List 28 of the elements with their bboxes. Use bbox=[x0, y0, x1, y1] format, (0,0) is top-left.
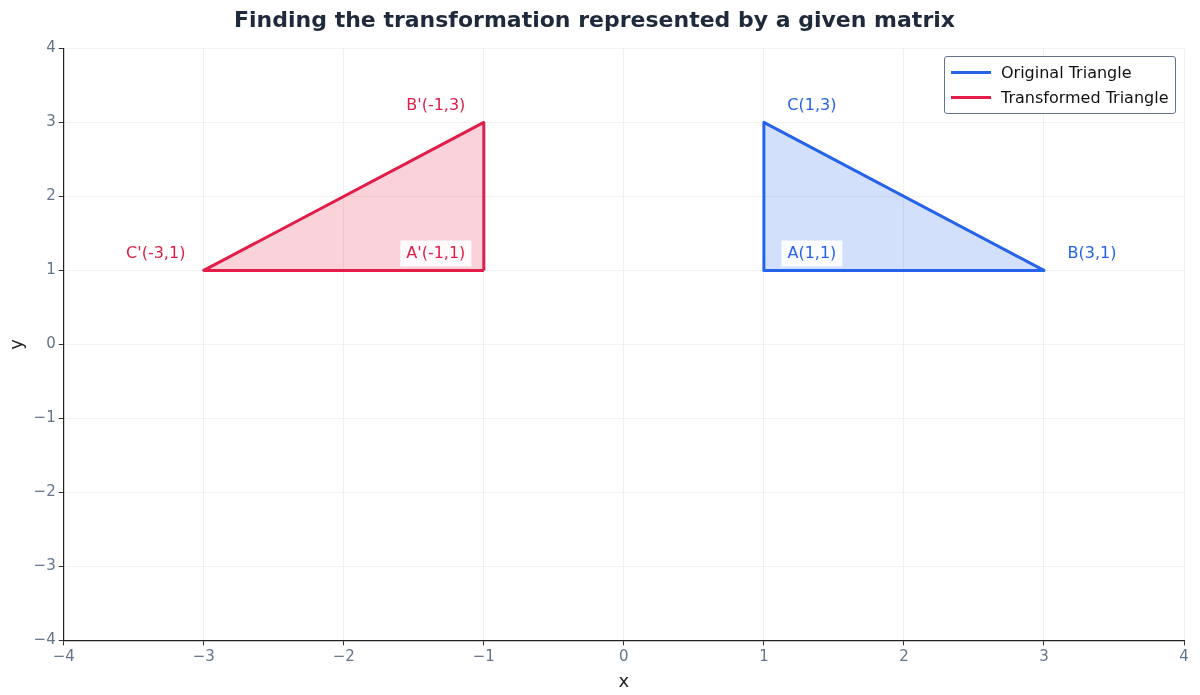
annotation: C(1,3) bbox=[787, 94, 837, 114]
legend-label: Transformed Triangle bbox=[1001, 87, 1169, 110]
x-tick-label: 1 bbox=[759, 647, 769, 666]
y-axis-title: y bbox=[5, 338, 27, 350]
y-tick-label: 1 bbox=[46, 260, 56, 279]
y-tick-label: −1 bbox=[33, 408, 56, 427]
legend-label: Original Triangle bbox=[1001, 62, 1132, 85]
x-tick-label: 3 bbox=[1039, 647, 1049, 666]
y-tick-label: −2 bbox=[33, 482, 56, 501]
x-tick-label: −3 bbox=[192, 647, 215, 666]
y-tick-label: 0 bbox=[46, 334, 56, 353]
y-tick-label: −3 bbox=[33, 556, 56, 575]
y-tick-label: 4 bbox=[46, 38, 56, 57]
annotation: B(3,1) bbox=[1067, 242, 1117, 262]
x-tick-label: 0 bbox=[619, 647, 629, 666]
x-tick-label: 4 bbox=[1179, 647, 1189, 666]
y-tick-label: 2 bbox=[46, 186, 56, 205]
annotation: B'(-1,3) bbox=[406, 94, 466, 114]
annotation: A(1,1) bbox=[787, 242, 837, 262]
x-tick-label: −1 bbox=[472, 647, 495, 666]
x-axis-title: x bbox=[618, 669, 630, 691]
y-tick-label: 3 bbox=[46, 112, 56, 131]
annotation: C'(-3,1) bbox=[126, 242, 186, 262]
chart-title: Finding the transformation represented by a given matrix bbox=[234, 6, 955, 32]
x-tick-label: 2 bbox=[899, 647, 909, 666]
y-tick-label: −4 bbox=[33, 630, 56, 649]
annotation: A'(-1,1) bbox=[406, 242, 466, 262]
x-tick-label: −2 bbox=[332, 647, 355, 666]
